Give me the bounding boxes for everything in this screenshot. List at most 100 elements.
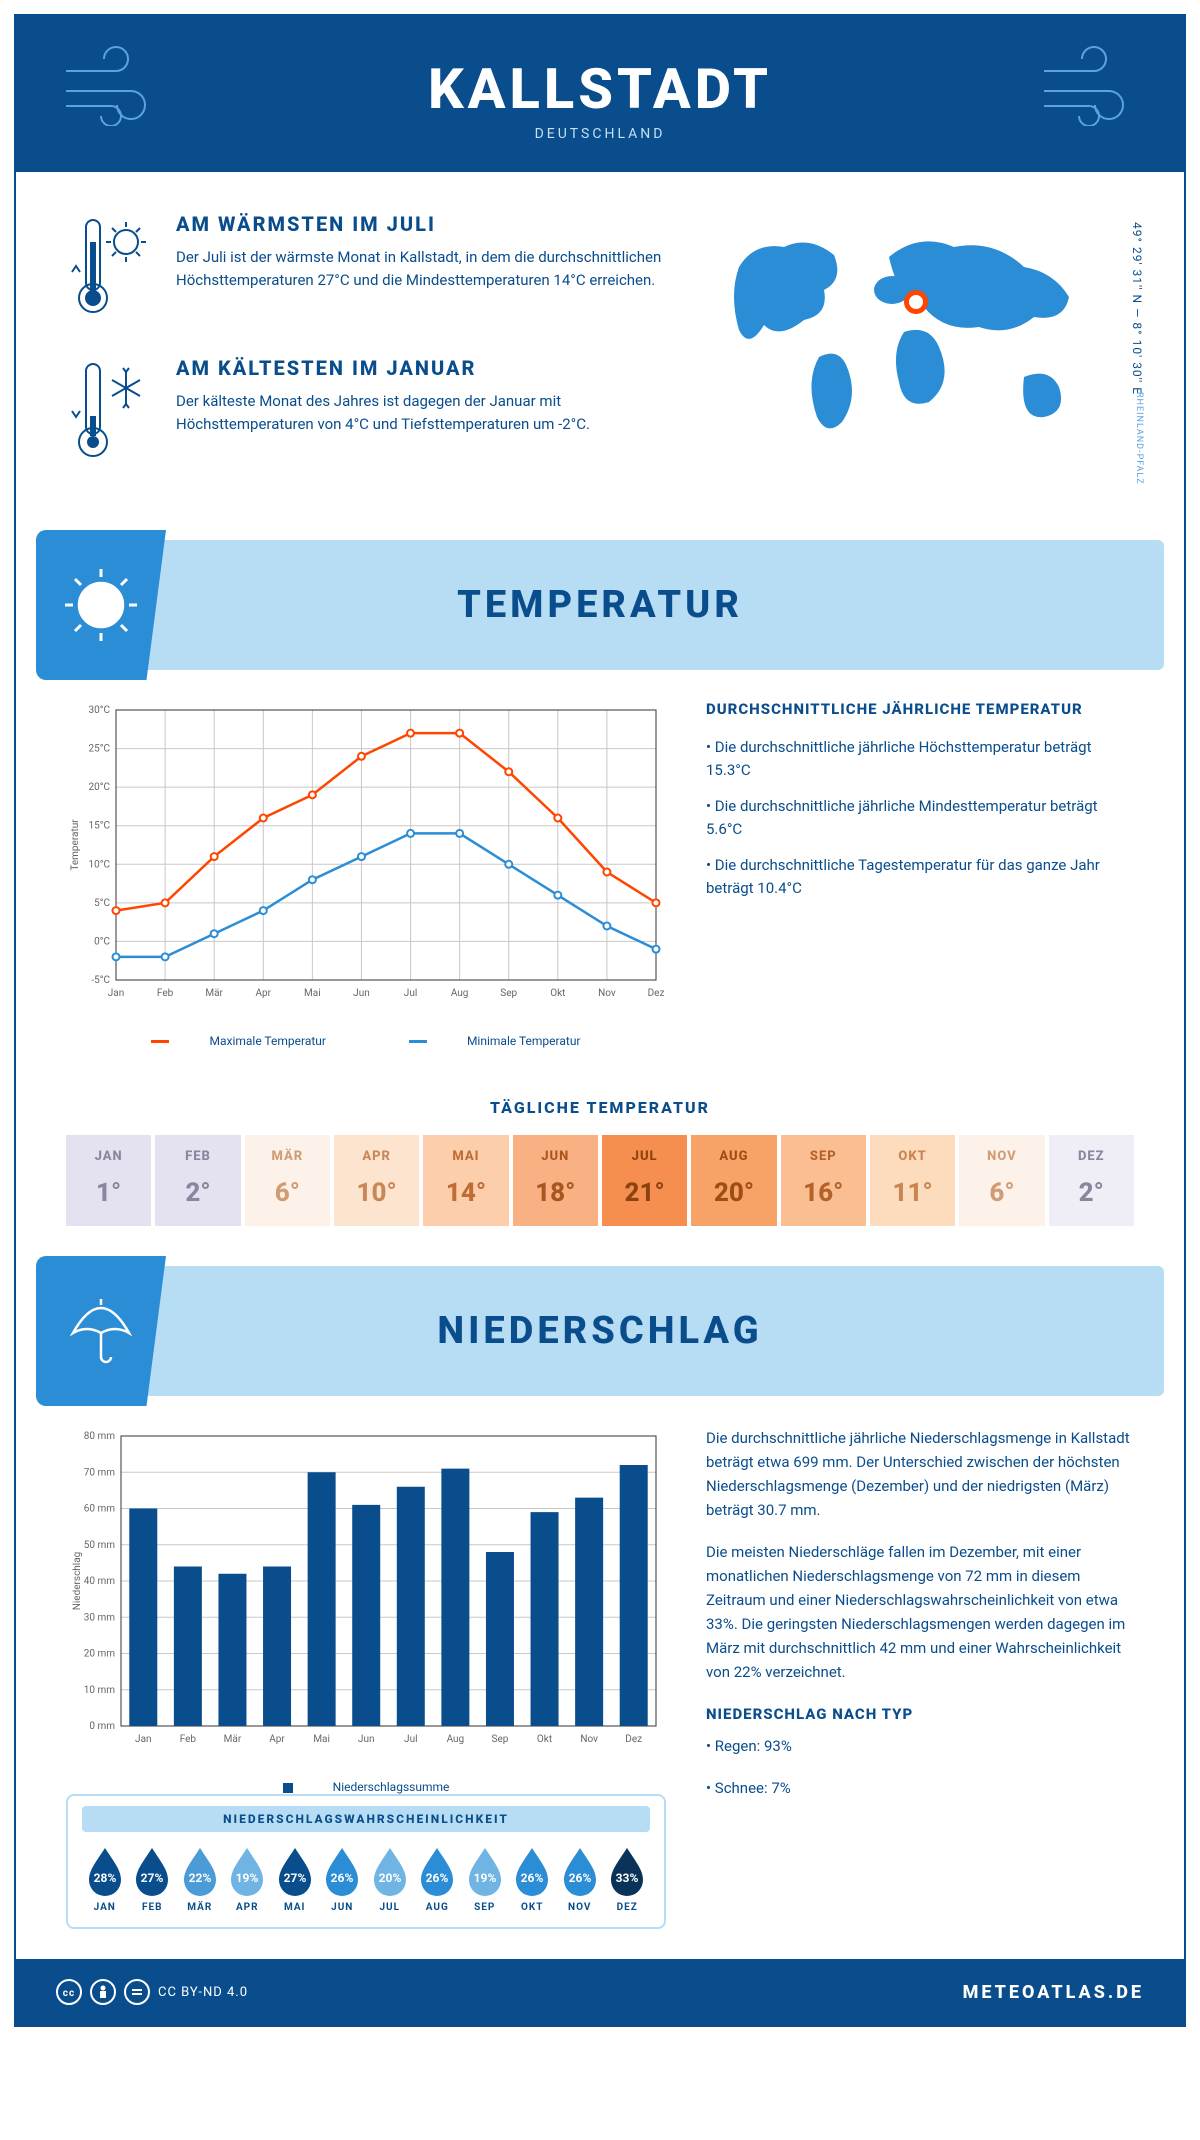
svg-text:60 mm: 60 mm [84,1504,115,1515]
svg-text:Okt: Okt [550,988,565,999]
svg-text:Sep: Sep [492,1734,509,1745]
svg-text:26%: 26% [521,1871,544,1885]
umbrella-icon [36,1256,166,1406]
world-map: 49° 29' 31'' N — 8° 10' 30'' E RHEINLAND… [714,212,1134,500]
svg-text:20 mm: 20 mm [84,1649,115,1660]
svg-text:26%: 26% [331,1871,354,1885]
svg-text:Sep: Sep [500,988,517,999]
svg-text:Jan: Jan [135,1734,151,1745]
nd-icon [124,1979,150,2005]
wind-icon [1034,46,1144,130]
precip-prob-drop: 19%SEP [462,1844,508,1913]
svg-text:Okt: Okt [537,1734,552,1745]
svg-text:Niederschlag: Niederschlag [72,1552,83,1611]
svg-text:Feb: Feb [180,1734,197,1745]
thermometer-hot-icon [66,212,156,326]
svg-text:33%: 33% [616,1871,639,1885]
daily-temp-cell: MÄR6° [245,1135,334,1226]
license: cc CC BY-ND 4.0 [56,1979,248,2005]
region-label: RHEINLAND-PFALZ [1134,392,1144,485]
svg-text:Nov: Nov [598,988,616,999]
svg-text:Dez: Dez [648,988,665,999]
svg-text:Jul: Jul [404,988,417,999]
precip-summary: Die durchschnittliche jährliche Niedersc… [706,1426,1134,1929]
sun-icon [36,530,166,680]
svg-text:10 mm: 10 mm [84,1685,115,1696]
svg-text:0°C: 0°C [94,936,110,947]
section-title-precip: NIEDERSCHLAG [166,1309,1034,1353]
svg-text:5°C: 5°C [94,898,110,909]
precip-probability-panel: NIEDERSCHLAGSWAHRSCHEINLICHKEIT 28%JAN27… [66,1794,666,1929]
svg-text:Mär: Mär [224,1734,242,1745]
svg-text:20%: 20% [378,1871,401,1885]
overview: AM WÄRMSTEN IM JULI Der Juli ist der wär… [16,172,1184,530]
daily-temp-cell: OKT11° [870,1135,959,1226]
svg-text:Temperatur: Temperatur [70,819,81,871]
svg-text:30°C: 30°C [89,705,111,716]
svg-text:27%: 27% [141,1871,164,1885]
svg-text:0 mm: 0 mm [89,1721,115,1732]
precip-prob-drop: 26%OKT [510,1844,556,1913]
svg-text:Jun: Jun [353,988,370,999]
svg-text:Nov: Nov [580,1734,598,1745]
svg-text:20°C: 20°C [89,782,111,793]
coordinates: 49° 29' 31'' N — 8° 10' 30'' E [1130,222,1144,395]
svg-text:Mai: Mai [313,1734,330,1745]
coldest-title: AM KÄLTESTEN IM JANUAR [176,356,684,380]
svg-text:25°C: 25°C [89,744,111,755]
cc-icon: cc [56,1979,82,2005]
section-title-temp: TEMPERATUR [166,583,1034,627]
svg-text:Aug: Aug [447,1734,465,1745]
precip-prob-drop: 20%JUL [367,1844,413,1913]
precip-prob-drop: 26%AUG [415,1844,461,1913]
warmest-text: Der Juli ist der wärmste Monat in Kallst… [176,246,684,291]
svg-text:26%: 26% [568,1871,591,1885]
svg-text:70 mm: 70 mm [84,1467,115,1478]
svg-text:Dez: Dez [625,1734,642,1745]
thermometer-cold-icon [66,356,156,470]
svg-text:80 mm: 80 mm [84,1431,115,1442]
svg-text:19%: 19% [473,1871,496,1885]
temp-summary: DURCHSCHNITTLICHE JÄHRLICHE TEMPERATUR •… [706,700,1134,1048]
wind-icon [56,46,166,130]
svg-text:Mär: Mär [205,988,223,999]
page-title: KALLSTADT [36,56,1164,122]
precip-chart-legend: Niederschlagssumme [66,1780,666,1794]
svg-text:cc: cc [63,1988,75,1999]
svg-text:30 mm: 30 mm [84,1612,115,1623]
svg-text:15°C: 15°C [89,821,111,832]
temperature-chart: -5°C0°C5°C10°C15°C20°C25°C30°CJanFebMärA… [66,700,666,1048]
daily-temp-cell: NOV6° [959,1135,1048,1226]
precip-prob-drop: 27%MAI [272,1844,318,1913]
svg-text:Jan: Jan [108,988,124,999]
daily-temp-cell: DEZ2° [1049,1135,1134,1226]
precipitation-chart: 0 mm 10 mm 20 mm 30 mm 40 mm 50 mm 60 mm 70 mm 8… [66,1426,666,1794]
svg-text:40 mm: 40 mm [84,1576,115,1587]
svg-text:-5°C: -5°C [91,975,110,986]
temperature-section-bar: TEMPERATUR [36,540,1164,670]
svg-text:10°C: 10°C [89,859,111,870]
precip-prob-drop: 28%JAN [82,1844,128,1913]
precip-prob-drop: 27%FEB [130,1844,176,1913]
daily-temp-cell: JUN18° [513,1135,602,1226]
location-marker-icon [904,290,928,314]
page-subtitle: DEUTSCHLAND [36,126,1164,142]
precip-prob-drop: 26%JUN [320,1844,366,1913]
svg-text:50 mm: 50 mm [84,1540,115,1551]
svg-text:28%: 28% [93,1871,116,1885]
by-icon [90,1979,116,2005]
daily-temp-cell: APR10° [334,1135,423,1226]
precip-prob-drop: 26%NOV [557,1844,603,1913]
svg-text:Apr: Apr [256,988,272,999]
temp-chart-legend: Maximale Temperatur Minimale Temperatur [66,1034,666,1048]
header: KALLSTADT DEUTSCHLAND [16,16,1184,172]
svg-text:Mai: Mai [304,988,321,999]
svg-text:Jul: Jul [404,1734,417,1745]
precip-prob-drop: 19%APR [225,1844,271,1913]
daily-temp-cell: MAI14° [423,1135,512,1226]
svg-text:Jun: Jun [358,1734,375,1745]
brand: METEOATLAS.DE [963,1982,1144,2003]
precipitation-section-bar: NIEDERSCHLAG [36,1266,1164,1396]
svg-text:22%: 22% [188,1871,211,1885]
svg-text:19%: 19% [236,1871,259,1885]
